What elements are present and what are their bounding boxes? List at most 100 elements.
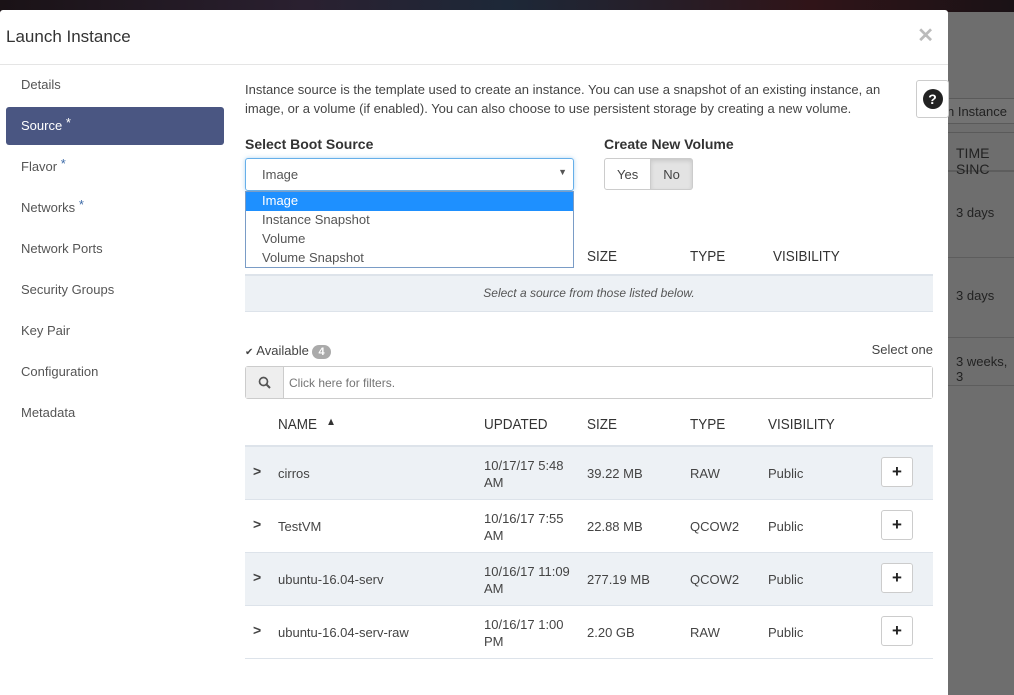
sidebar-item-label: Details <box>21 77 61 92</box>
allocate-button[interactable]: + <box>881 510 913 540</box>
help-button[interactable]: ? <box>916 80 949 118</box>
column-name-label: NAME <box>278 416 318 433</box>
image-type: RAW <box>690 466 720 481</box>
available-toggle[interactable]: ✔︎ Available 4 <box>245 343 331 359</box>
allocate-button[interactable]: + <box>881 457 913 487</box>
column-updated[interactable]: UPDATED <box>484 416 548 433</box>
column-visibility[interactable]: VISIBILITY <box>768 416 835 433</box>
filter-input[interactable] <box>284 367 932 398</box>
option-image[interactable]: Image <box>246 192 573 211</box>
required-marker: * <box>65 115 71 130</box>
sidebar-item-details[interactable]: Details <box>6 66 224 104</box>
close-icon[interactable]: ✕ <box>917 25 934 47</box>
allocated-table-header: SIZE TYPE VISIBILITY <box>245 236 933 276</box>
image-type: RAW <box>690 625 720 640</box>
sidebar-item-flavor[interactable]: Flavor * <box>6 148 224 186</box>
chevron-right-icon[interactable]: > <box>253 463 262 479</box>
sidebar-item-label: Metadata <box>21 405 76 420</box>
column-name[interactable]: NAME ▲ <box>278 416 336 433</box>
image-updated: 10/17/17 5:48 AM <box>484 458 564 490</box>
image-visibility: Public <box>768 572 804 587</box>
sidebar-item-label: Network Ports <box>21 241 103 256</box>
option-volume-snapshot[interactable]: Volume Snapshot <box>262 250 364 265</box>
sidebar-item-metadata[interactable]: Metadata <box>6 394 224 432</box>
new-volume-label: Create New Volume <box>604 136 734 152</box>
column-size[interactable]: SIZE <box>587 416 618 433</box>
table-row: > ubuntu-16.04-serv-raw 10/16/17 1:00 PM 2.… <box>245 606 933 659</box>
source-description: Instance source is the template used to … <box>245 82 881 116</box>
new-volume-toggle: Yes No <box>604 158 693 190</box>
image-updated: 10/16/17 7:55 AM <box>484 511 564 543</box>
search-icon[interactable] <box>246 367 284 398</box>
column-size: SIZE <box>587 248 618 265</box>
caret-down-icon: ▼ <box>558 167 567 177</box>
image-updated: 10/16/17 1:00 PM <box>484 617 564 649</box>
option-instance-snapshot[interactable]: Instance Snapshot <box>262 212 370 227</box>
image-name: ubuntu-16.04-serv <box>278 572 384 587</box>
filter-bar <box>245 366 933 399</box>
image-visibility: Public <box>768 466 804 481</box>
boot-source-select[interactable]: Image ▼ <box>245 158 574 191</box>
background-row: 3 days <box>948 258 1014 338</box>
image-size: 2.20 GB <box>587 625 635 640</box>
image-type: QCOW2 <box>690 572 740 587</box>
available-count-badge: 4 <box>312 345 331 359</box>
sidebar-item-label: Configuration <box>21 364 99 379</box>
image-name: ubuntu-16.04-serv-raw <box>278 625 409 640</box>
background-row: 3 weeks, 3 <box>948 338 1014 386</box>
question-icon: ? <box>922 89 943 109</box>
boot-source-value: Image <box>262 167 299 182</box>
image-size: 39.22 MB <box>587 466 643 481</box>
background-banner <box>0 0 1014 12</box>
boot-source-label: Select Boot Source <box>245 136 374 152</box>
sidebar-item-label: Networks <box>21 200 76 215</box>
allocate-button[interactable]: + <box>881 616 913 646</box>
background-row: 3 days <box>948 172 1014 258</box>
chevron-right-icon[interactable]: > <box>253 622 262 638</box>
sidebar-item-security-groups[interactable]: Security Groups <box>6 271 224 309</box>
chevron-down-icon: ✔︎ <box>245 347 254 358</box>
image-visibility: Public <box>768 519 804 534</box>
sidebar-item-source[interactable]: Source * <box>6 107 224 145</box>
column-visibility: VISIBILITY <box>773 248 840 265</box>
sidebar-item-networks[interactable]: Networks * <box>6 189 224 227</box>
boot-source-options: Image Instance Snapshot Volume Volume Sn… <box>245 191 574 268</box>
background-column-header: TIME SINC <box>948 132 1014 177</box>
image-name: TestVM <box>278 519 322 534</box>
new-volume-no-button[interactable]: No <box>651 158 693 190</box>
available-label: Available <box>256 343 309 358</box>
sidebar-item-label: Source <box>21 118 63 133</box>
image-type: QCOW2 <box>690 519 740 534</box>
column-type[interactable]: TYPE <box>690 416 726 433</box>
required-marker: * <box>60 156 66 171</box>
column-type: TYPE <box>690 248 726 265</box>
table-row: > ubuntu-16.04-serv 10/16/17 11:09 AM 277.1… <box>245 553 933 606</box>
table-row: > TestVM 10/16/17 7:55 AM 22.88 MB QCOW2 Publ… <box>245 500 933 553</box>
background-launch-button: n Instance <box>938 98 1014 124</box>
launch-instance-modal: Launch Instance ✕ Details Source * Flavor … <box>0 10 949 695</box>
sidebar-item-network-ports[interactable]: Network Ports <box>6 230 224 268</box>
required-marker: * <box>78 197 84 212</box>
wizard-nav: Details Source * Flavor * Networks * Network… <box>0 66 230 435</box>
sidebar-item-label: Key Pair <box>21 323 71 338</box>
background-page: n Instance TIME SINC 3 days 3 days 3 wee… <box>938 12 1014 695</box>
chevron-right-icon[interactable]: > <box>253 516 262 532</box>
select-one-hint: Select one <box>871 342 933 357</box>
allocate-button[interactable]: + <box>881 563 913 593</box>
sidebar-item-key-pair[interactable]: Key Pair <box>6 312 224 350</box>
image-name: cirros <box>278 466 310 481</box>
available-table-header: NAME ▲ UPDATED SIZE TYPE VISIBILITY <box>245 402 933 447</box>
chevron-right-icon[interactable]: > <box>253 569 262 585</box>
sidebar-item-label: Flavor <box>21 159 58 174</box>
option-volume[interactable]: Volume <box>262 231 306 246</box>
image-updated: 10/16/17 11:09 AM <box>484 564 570 596</box>
image-size: 22.88 MB <box>587 519 643 534</box>
table-row: > cirros 10/17/17 5:48 AM 39.22 MB RAW Public… <box>245 447 933 500</box>
sort-ascending-icon: ▲ <box>326 416 336 428</box>
image-size: 277.19 MB <box>587 572 650 587</box>
modal-title: Launch Instance <box>0 10 948 65</box>
sidebar-item-configuration[interactable]: Configuration <box>6 353 224 391</box>
allocated-empty-message: Select a source from those listed below. <box>245 276 933 312</box>
sidebar-item-label: Security Groups <box>21 282 115 297</box>
new-volume-yes-button[interactable]: Yes <box>604 158 652 190</box>
